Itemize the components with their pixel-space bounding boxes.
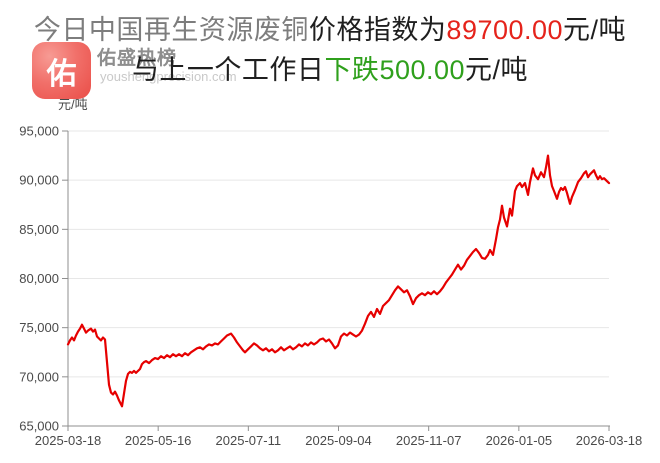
x-tick-label: 2026-03-18 [576, 433, 643, 448]
x-tick-label: 2025-05-16 [125, 433, 192, 448]
y-tick-label: 70,000 [19, 369, 59, 384]
brand-logo: 佑 [32, 42, 91, 99]
y-tick-label: 80,000 [19, 271, 59, 286]
title-line-1: 今日中国再生资源废铜价格指数为89700.00元/吨 [0, 10, 660, 50]
change-prefix: 与上一个工作日 [131, 55, 325, 85]
price-line-series [66, 154, 611, 408]
x-tick-label: 2025-03-18 [35, 433, 102, 448]
title-index-label: 价格指数为 [308, 15, 447, 45]
price-value: 89700.00 [446, 15, 564, 45]
x-tick-label: 2026-01-05 [486, 433, 553, 448]
title-line-2: 与上一个工作日下跌500.00元/吨 [0, 50, 660, 90]
price-unit: 元/吨 [563, 15, 627, 45]
y-tick-label: 85,000 [19, 222, 59, 237]
brand-logo-glyph: 佑 [46, 57, 77, 91]
title-product-name: 今日中国再生资源废铜 [33, 15, 309, 45]
y-axis-unit-label: 元/吨 [58, 97, 88, 112]
y-tick-label: 65,000 [19, 419, 59, 434]
change-unit: 元/吨 [465, 55, 529, 85]
y-tick-label: 75,000 [19, 320, 59, 335]
y-tick-label: 95,000 [19, 124, 59, 139]
x-tick-label: 2025-11-07 [396, 433, 462, 448]
brand-domain: youshengprecision.com [100, 69, 237, 84]
x-tick-label: 2025-07-11 [216, 433, 282, 448]
brand-name: 佑盛热榜 [97, 48, 178, 69]
chart-title: 今日中国再生资源废铜价格指数为89700.00元/吨 与上一个工作日下跌500.… [0, 10, 660, 90]
change-value: 500.00 [379, 55, 466, 85]
change-direction: 下跌 [324, 55, 380, 85]
x-tick-label: 2025-09-04 [305, 433, 372, 448]
y-tick-label: 90,000 [19, 173, 59, 188]
